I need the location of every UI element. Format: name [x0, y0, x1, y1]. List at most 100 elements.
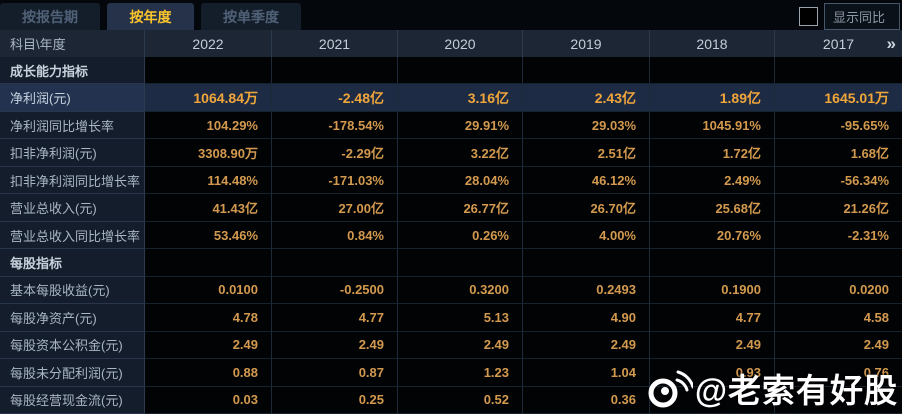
cell-value: 2.49 [523, 331, 650, 360]
cell-value: 0.2493 [523, 276, 650, 305]
cell-value: 20.76% [650, 221, 775, 250]
year-header-2020[interactable]: 2020 [398, 30, 523, 57]
cell-value: 0.84% [272, 221, 398, 250]
cell-value: 1045.91% [650, 111, 775, 140]
year-header-2018[interactable]: 2018 [650, 30, 775, 57]
cell-value: 0.52 [398, 386, 523, 414]
show-yoy-label[interactable]: 显示同比 [823, 3, 900, 30]
cell-value: 5.13 [398, 304, 523, 332]
cell-value: 0.36 [523, 386, 650, 414]
year-header-2017[interactable]: 2017 » [775, 30, 902, 57]
cell-value: -2.29亿 [272, 139, 398, 167]
cell-value [272, 249, 398, 277]
table-row[interactable]: 扣非净利润同比增长率 114.48% -171.03% 28.04% 46.12% 2.4… [0, 166, 902, 195]
year-header-2019[interactable]: 2019 [523, 30, 650, 57]
cell-value: 3.22亿 [398, 139, 523, 167]
row-label: 扣非净利润同比增长率 [0, 166, 145, 195]
row-label: 每股未分配利润(元) [0, 359, 145, 387]
period-tabbar: 按报告期 按年度 按单季度 显示同比 [0, 0, 902, 30]
cell-value: 0.1900 [650, 276, 775, 305]
row-label: 每股经营现金流(元) [0, 386, 145, 414]
cell-value: 53.46% [145, 221, 272, 250]
cell-value: -0.2500 [272, 276, 398, 305]
table-row[interactable]: 净利润(元) 1064.84万 -2.48亿 3.16亿 2.43亿 1.89亿 1645.… [0, 84, 902, 112]
cell-value: 2.49 [272, 331, 398, 360]
cell-value: 4.00% [523, 221, 650, 250]
section-row: 每股指标 [0, 249, 902, 277]
cell-value: 26.77亿 [398, 194, 523, 222]
tab-by-report-period[interactable]: 按报告期 [0, 3, 100, 30]
year-header-2022[interactable]: 2022 [145, 30, 272, 57]
tab-by-year[interactable]: 按年度 [107, 3, 194, 30]
table-row[interactable]: 每股资本公积金(元) 2.49 2.49 2.49 2.49 2.49 2.49 [0, 331, 902, 360]
cell-value: 0.88 [145, 359, 272, 387]
row-label: 每股资本公积金(元) [0, 331, 145, 360]
tab-by-single-quarter[interactable]: 按单季度 [201, 3, 301, 30]
cell-value: 2.49% [650, 166, 775, 195]
cell-value: 41.43亿 [145, 194, 272, 222]
row-label: 营业总收入同比增长率 [0, 221, 145, 250]
cell-value [523, 57, 650, 85]
row-label: 成长能力指标 [0, 57, 145, 85]
cell-value [775, 249, 902, 277]
cell-value [523, 249, 650, 277]
cell-value: 1.04 [523, 359, 650, 387]
show-yoy-control: 显示同比 [798, 3, 900, 30]
year-header-2021[interactable]: 2021 [272, 30, 398, 57]
cell-value: 27.00亿 [272, 194, 398, 222]
table-row[interactable]: 净利润同比增长率 104.29% -178.54% 29.91% 29.03% 1045.… [0, 111, 902, 140]
cell-value: 46.12% [523, 166, 650, 195]
cell-value: 0.25 [272, 386, 398, 414]
cell-value: 104.29% [145, 111, 272, 140]
cell-value: 4.58 [775, 304, 902, 332]
cell-value: 26.70亿 [523, 194, 650, 222]
cell-value [775, 386, 902, 414]
cell-value [398, 249, 523, 277]
cell-value: 4.90 [523, 304, 650, 332]
more-columns-icon[interactable]: » [886, 34, 896, 53]
table-row[interactable]: 扣非净利润(元) 3308.90万 -2.29亿 3.22亿 2.51亿 1.72亿 1.6… [0, 139, 902, 167]
corner-header: 科目\年度 [0, 30, 145, 57]
table-row[interactable]: 营业总收入(元) 41.43亿 27.00亿 26.77亿 26.70亿 25.68亿 21… [0, 194, 902, 222]
year-header-2017-label: 2017 [822, 35, 855, 52]
cell-value: 2.43亿 [523, 84, 650, 112]
cell-value: 0.87 [272, 359, 398, 387]
cell-value [775, 57, 902, 85]
cell-value: 1.72亿 [650, 139, 775, 167]
cell-value: 0.03 [145, 386, 272, 414]
cell-value: -95.65% [775, 111, 902, 140]
cell-value: 4.77 [272, 304, 398, 332]
cell-value: 0.3200 [398, 276, 523, 305]
cell-value: 0.0100 [145, 276, 272, 305]
cell-value: -171.03% [272, 166, 398, 195]
cell-value: -2.48亿 [272, 84, 398, 112]
cell-value: 1.23 [398, 359, 523, 387]
cell-value: -178.54% [272, 111, 398, 140]
cell-value: 2.49 [650, 331, 775, 360]
table-row[interactable]: 每股未分配利润(元) 0.88 0.87 1.23 1.04 0.93 0.76 [0, 359, 902, 387]
cell-value: 25.68亿 [650, 194, 775, 222]
cell-value: -2.31% [775, 221, 902, 250]
table-row[interactable]: 每股经营现金流(元) 0.03 0.25 0.52 0.36 [0, 386, 902, 414]
cell-value [145, 249, 272, 277]
table-row[interactable]: 营业总收入同比增长率 53.46% 0.84% 0.26% 4.00% 20.76% -2.… [0, 221, 902, 250]
table-body: 成长能力指标 净利润(元) 1064.84万 -2.48亿 3.16亿 2.43亿 1.89… [0, 57, 902, 414]
cell-value: 4.78 [145, 304, 272, 332]
show-yoy-checkbox[interactable] [798, 7, 818, 26]
row-label: 每股净资产(元) [0, 304, 145, 332]
cell-value: 3.16亿 [398, 84, 523, 112]
cell-value: 3308.90万 [145, 139, 272, 167]
cell-value [650, 57, 775, 85]
cell-value: 29.03% [523, 111, 650, 140]
cell-value: 1064.84万 [145, 84, 272, 112]
cell-value: 28.04% [398, 166, 523, 195]
table-row[interactable]: 每股净资产(元) 4.78 4.77 5.13 4.90 4.77 4.58 [0, 304, 902, 332]
section-row: 成长能力指标 [0, 57, 902, 85]
table-row[interactable]: 基本每股收益(元) 0.0100 -0.2500 0.3200 0.2493 0.1900… [0, 276, 902, 305]
row-label: 净利润(元) [0, 84, 145, 112]
cell-value: 2.51亿 [523, 139, 650, 167]
cell-value: 4.77 [650, 304, 775, 332]
cell-value [145, 57, 272, 85]
row-label: 扣非净利润(元) [0, 139, 145, 167]
